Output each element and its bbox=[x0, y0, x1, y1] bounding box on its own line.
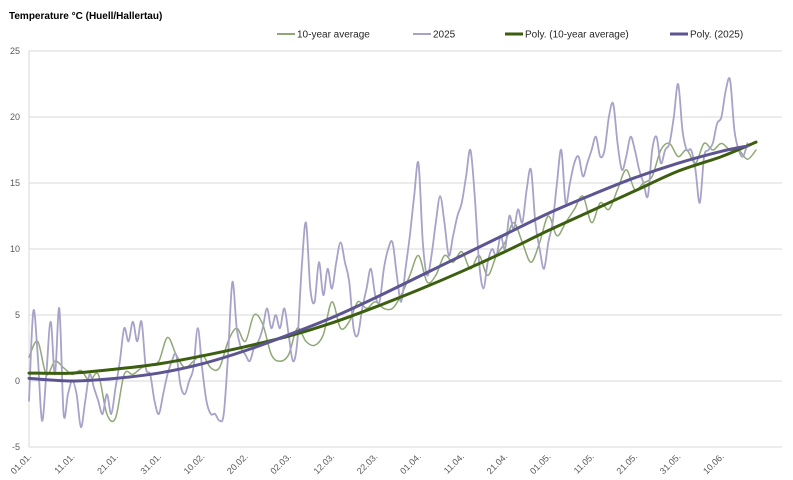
legend: 10-year average 2025 Poly. (10-year averag… bbox=[277, 30, 743, 41]
x-tick-label: 11.04. bbox=[442, 451, 466, 475]
x-tick-label: 31.01. bbox=[138, 451, 163, 476]
y-tick-label: 10 bbox=[10, 244, 20, 254]
y-tick-label: 5 bbox=[15, 310, 20, 320]
legend-label: Poly. (10-year average) bbox=[525, 30, 629, 41]
x-tick-label: 12.03. bbox=[312, 451, 337, 476]
x-tick-label: 11.01. bbox=[52, 451, 76, 475]
legend-label: 2025 bbox=[433, 30, 456, 41]
x-tick-label: 20.02. bbox=[225, 451, 250, 476]
series-line-2025 bbox=[28, 77, 749, 429]
x-tick-label: 31.05. bbox=[658, 451, 683, 476]
y-tick-label: 25 bbox=[10, 46, 20, 56]
x-tick-label: 01.05. bbox=[528, 451, 553, 476]
legend-label: Poly. (2025) bbox=[690, 30, 743, 41]
x-tick-label: 10.02. bbox=[182, 451, 207, 476]
y-tick-label: 20 bbox=[10, 112, 20, 122]
y-tick-label: 0 bbox=[15, 376, 20, 386]
legend-label: 10-year average bbox=[297, 30, 370, 41]
gridlines bbox=[28, 50, 782, 448]
x-tick-label: 11.05. bbox=[572, 451, 596, 475]
x-axis-ticks: 01.01. 11.01. 21.01. 31.01. 10.02. 20.02. 02.0… bbox=[9, 451, 726, 476]
data-series bbox=[27, 77, 758, 429]
series-line-poly-2025 bbox=[27, 144, 749, 383]
x-tick-label: 01.04. bbox=[398, 451, 423, 476]
x-tick-label: 21.05. bbox=[615, 451, 640, 476]
x-tick-label: 21.01. bbox=[95, 451, 120, 476]
y-tick-label: 15 bbox=[10, 178, 20, 188]
series-line-poly-10-year-average bbox=[27, 140, 758, 375]
y-tick-label: -5 bbox=[12, 442, 20, 452]
x-tick-label: 01.01. bbox=[9, 451, 34, 476]
y-axis-ticks: -5 0 5 10 15 20 25 bbox=[10, 46, 20, 452]
x-tick-label: 02.03. bbox=[268, 451, 293, 476]
x-tick-label: 22.03. bbox=[355, 451, 380, 476]
chart-title: Temperature °C (Huell/Hallertau) bbox=[9, 11, 162, 22]
x-tick-label: 10.06. bbox=[701, 451, 726, 476]
x-tick-label: 21.04. bbox=[485, 451, 510, 476]
